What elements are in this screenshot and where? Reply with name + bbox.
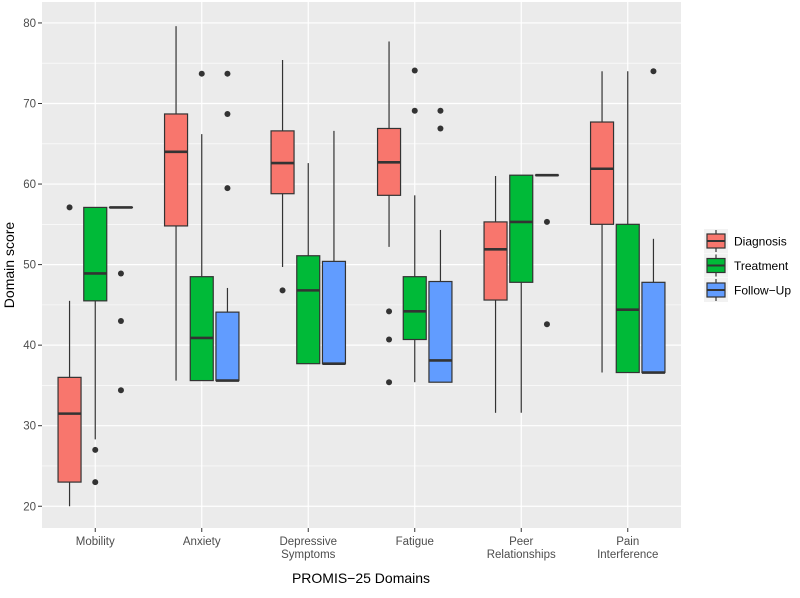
y-tick-label: 50 <box>23 260 36 272</box>
legend-label: Follow−Up <box>734 284 791 298</box>
box-iqr <box>83 206 108 302</box>
x-tick-label-line: Interference <box>597 549 658 561</box>
y-tick-label: 20 <box>23 501 36 513</box>
x-tick-label-line: Mobility <box>76 536 115 548</box>
box-diagnosis-2 <box>270 59 295 294</box>
box-diagnosis-3 <box>376 41 402 386</box>
y-axis: 20 30 40 50 60 70 80 <box>23 18 42 513</box>
x-tick-label: Peer Relationships <box>487 536 556 561</box>
outlier-point <box>386 336 393 343</box>
legend-item: Diagnosis <box>704 229 787 253</box>
box-treatment-4 <box>509 174 534 413</box>
box-iqr <box>296 255 321 365</box>
x-tick-label: Mobility <box>76 536 115 548</box>
box-iqr <box>402 276 427 341</box>
outlier-point <box>117 387 124 394</box>
outlier-point <box>543 321 550 328</box>
x-tick-label-line: Symptoms <box>281 549 336 561</box>
x-tick-label-line: Anxiety <box>183 536 221 548</box>
box-iqr <box>57 376 82 483</box>
box-treatment-3 <box>402 67 427 383</box>
box-follow-up-5 <box>641 68 666 374</box>
box-follow-up-1 <box>215 70 240 382</box>
box-treatment-2 <box>296 163 321 365</box>
y-tick-label: 60 <box>23 179 36 191</box>
outlier-point <box>386 379 393 386</box>
box-treatment-0 <box>83 206 108 486</box>
box-iqr <box>428 280 453 383</box>
x-tick-label-line: Depressive <box>279 536 337 548</box>
box-follow-up-3 <box>428 107 453 383</box>
outlier-point <box>650 68 657 75</box>
box-diagnosis-5 <box>589 71 615 373</box>
x-tick-label: Anxiety <box>183 536 221 548</box>
box-iqr <box>641 281 666 374</box>
y-tick-label: 80 <box>23 18 36 30</box>
box-iqr <box>189 276 214 382</box>
outlier-point <box>66 204 73 211</box>
outlier-point <box>279 287 286 294</box>
box-treatment-5 <box>615 71 640 374</box>
legend: Diagnosis Treatment Follow−Up <box>704 229 791 302</box>
outlier-point <box>386 308 393 315</box>
outlier-point <box>224 185 231 192</box>
outlier-point <box>411 67 418 74</box>
x-axis: Mobility Anxiety Depressive Symptoms Fatigue… <box>76 528 658 561</box>
box-iqr <box>163 113 189 227</box>
box-diagnosis-1 <box>163 26 189 381</box>
box-iqr <box>509 174 534 283</box>
box-iqr <box>321 260 347 365</box>
box-iqr <box>215 311 240 382</box>
outlier-point <box>92 479 99 486</box>
x-tick-label: Pain Interference <box>597 536 658 561</box>
box-follow-up-2 <box>321 130 347 365</box>
outlier-point <box>198 70 205 77</box>
y-tick-label: 70 <box>23 98 36 110</box>
outlier-point <box>224 70 231 77</box>
grid-minor <box>42 62 681 467</box>
outlier-point <box>92 446 99 453</box>
x-tick-label-line: Fatigue <box>396 536 434 548</box>
outlier-point <box>224 110 231 117</box>
outlier-point <box>117 270 124 277</box>
y-tick-label: 40 <box>23 340 36 352</box>
x-tick-label: Depressive Symptoms <box>279 536 337 561</box>
x-axis-title: PROMIS−25 Domains <box>292 570 430 586</box>
box-diagnosis-0 <box>57 204 82 507</box>
outlier-point <box>437 125 444 132</box>
y-axis-title: Domain score <box>1 222 17 309</box>
box-treatment-1 <box>189 70 214 382</box>
x-tick-label-line: Relationships <box>487 549 556 561</box>
outlier-point <box>437 107 444 114</box>
box-follow-up-4 <box>534 173 560 328</box>
x-tick-label-line: Pain <box>616 536 639 548</box>
legend-item: Follow−Up <box>704 278 791 302</box>
outlier-point <box>543 218 550 225</box>
outlier-point <box>117 317 124 324</box>
legend-label: Diagnosis <box>734 235 787 249</box>
x-tick-label-line: Peer <box>509 536 533 548</box>
boxes-layer <box>57 26 666 507</box>
box-iqr <box>589 121 615 225</box>
legend-item: Treatment <box>704 253 789 278</box>
box-follow-up-0 <box>108 206 134 394</box>
x-tick-label: Fatigue <box>396 536 434 548</box>
legend-label: Treatment <box>734 259 789 273</box>
outlier-point <box>411 107 418 114</box>
box-diagnosis-4 <box>483 175 508 413</box>
box-iqr <box>615 223 640 374</box>
y-tick-label: 30 <box>23 421 36 433</box>
box-iqr <box>483 221 508 301</box>
